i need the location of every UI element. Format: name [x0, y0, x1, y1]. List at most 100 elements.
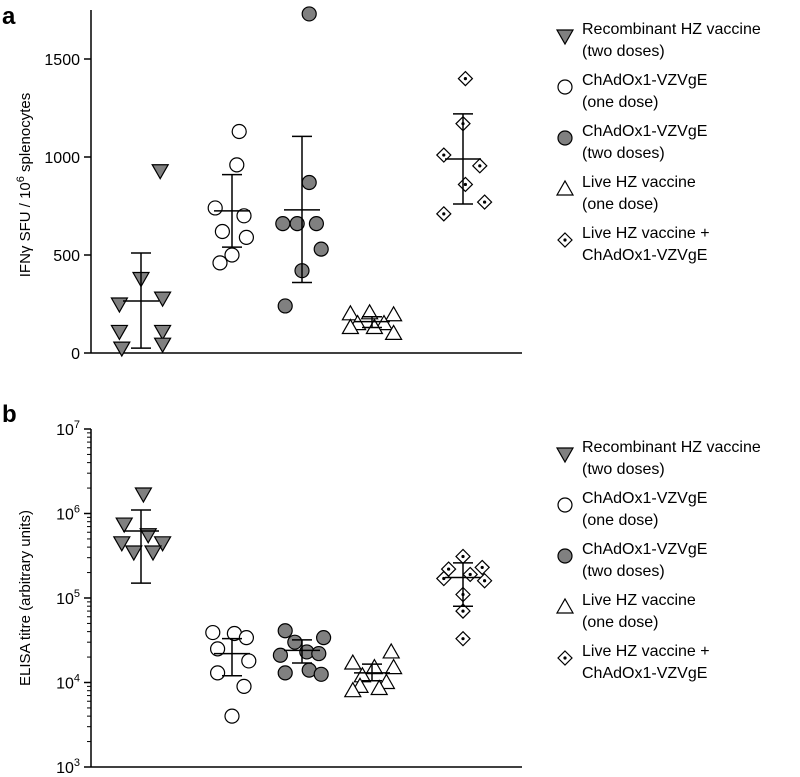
- data-point: [277, 665, 293, 681]
- y-axis-label-b: ELISA titre (arbitrary units): [17, 510, 34, 686]
- legend-item: Live HZ vaccine + ChAdOx1-VZVgE: [557, 643, 710, 682]
- y-tick-label: 500: [53, 248, 80, 265]
- y-tick-label: 0: [71, 346, 80, 363]
- panel-b: b 103 104 105 106 107 ELISA titre (arbitrary…: [2, 401, 522, 777]
- data-point: [476, 572, 493, 589]
- panel-a: a 0 500 1000 1500 IFNγ SFU / 106 splenocyte…: [2, 3, 522, 363]
- plot-area-a: [110, 6, 493, 358]
- data-point: [455, 548, 471, 565]
- data-group: [205, 624, 257, 724]
- legend-marker: [555, 29, 575, 46]
- data-point: [139, 528, 158, 544]
- data-point: [272, 647, 288, 663]
- data-group: [207, 123, 254, 271]
- data-point: [474, 559, 491, 576]
- data-point: [471, 157, 488, 174]
- legend-label-line2: ChAdOx1-VZVgE: [582, 665, 707, 682]
- data-point: [455, 603, 471, 619]
- y-tick-label: 106: [56, 504, 80, 524]
- data-point: [224, 708, 240, 724]
- legend-label-line1: ChAdOx1-VZVgE: [582, 490, 707, 507]
- data-point: [382, 642, 401, 659]
- data-point: [287, 634, 303, 650]
- data-point: [313, 666, 329, 682]
- data-point: [112, 341, 131, 358]
- legend-label-line1: ChAdOx1-VZVgE: [582, 541, 707, 558]
- data-point: [476, 194, 493, 210]
- data-point: [115, 517, 134, 534]
- data-point: [207, 200, 223, 216]
- data-point: [231, 123, 247, 140]
- legend-label-line2: (two doses): [582, 43, 665, 60]
- data-point: [365, 658, 384, 675]
- data-point: [212, 255, 228, 271]
- legend-item: Live HZ vaccine (one dose): [555, 592, 696, 631]
- legend-label-line1: Live HZ vaccine: [582, 174, 696, 191]
- data-point: [374, 314, 394, 331]
- data-point: [236, 678, 252, 694]
- y-tick-label: 103: [56, 757, 80, 777]
- data-point: [384, 658, 403, 675]
- legend-item: ChAdOx1-VZVgE (two doses): [557, 123, 707, 162]
- data-point: [143, 545, 163, 562]
- data-point: [110, 297, 129, 314]
- data-point: [151, 164, 170, 180]
- legend-label-line1: ChAdOx1-VZVgE: [582, 72, 707, 89]
- legend-item: ChAdOx1-VZVgE (one dose): [557, 72, 707, 111]
- legend-label-line1: Live HZ vaccine +: [582, 225, 710, 242]
- data-point: [153, 536, 172, 553]
- legend-item: Live HZ vaccine + ChAdOx1-VZVgE: [557, 225, 710, 264]
- y-tick-label: 104: [56, 673, 80, 693]
- y-tick-label: 1000: [44, 150, 80, 167]
- legend-b: Recombinant HZ vaccine (two doses) ChAdOx1…: [555, 439, 761, 682]
- y-ticks-a: 0 500 1000 1500: [44, 52, 91, 363]
- data-point: [236, 208, 252, 224]
- legend-label-line2: ChAdOx1-VZVgE: [582, 247, 707, 264]
- data-point: [205, 624, 221, 641]
- data-point: [301, 6, 317, 22]
- data-point: [277, 298, 293, 314]
- data-point: [153, 291, 172, 308]
- data-point: [343, 653, 362, 670]
- data-point: [210, 665, 226, 681]
- legend-marker: [557, 79, 573, 95]
- data-point: [341, 318, 360, 335]
- data-point: [343, 681, 362, 698]
- data-point: [311, 645, 327, 662]
- legend-label-line2: (one dose): [582, 94, 659, 111]
- data-point: [316, 629, 332, 646]
- data-point: [360, 303, 379, 320]
- legend-marker: [555, 597, 575, 614]
- data-point: [124, 545, 143, 562]
- data-group: [275, 6, 329, 314]
- data-point: [384, 305, 403, 322]
- data-point: [462, 566, 479, 583]
- y-ticks-b: 103 104 105 106 107: [56, 419, 91, 777]
- data-group: [112, 487, 172, 584]
- legend-marker: [557, 497, 573, 513]
- data-point: [275, 216, 291, 232]
- y-tick-label: 1500: [44, 52, 80, 69]
- legend-label-line2: (two doses): [582, 461, 665, 478]
- data-point: [153, 337, 172, 354]
- legend-item: ChAdOx1-VZVgE (one dose): [557, 490, 707, 529]
- data-point: [435, 570, 452, 587]
- legend-label-line1: ChAdOx1-VZVgE: [582, 123, 707, 140]
- data-point: [370, 679, 389, 696]
- data-group: [341, 303, 403, 340]
- data-point: [214, 223, 230, 240]
- legend-item: Recombinant HZ vaccine (two doses): [555, 21, 761, 60]
- data-point: [384, 324, 403, 340]
- data-point: [238, 629, 254, 646]
- panel-letter-a: a: [2, 3, 16, 30]
- data-point: [365, 318, 384, 335]
- legend-item: Recombinant HZ vaccine (two doses): [555, 439, 761, 478]
- data-point: [289, 216, 305, 232]
- legend-marker: [555, 447, 575, 464]
- legend-a: Recombinant HZ vaccine(two doses) ChAdOx1…: [555, 21, 761, 264]
- legend-label-line1: Recombinant HZ vaccine: [582, 439, 761, 456]
- data-group: [435, 548, 493, 647]
- legend-label-line1: Live HZ vaccine +: [582, 643, 710, 660]
- legend-marker: [557, 130, 573, 146]
